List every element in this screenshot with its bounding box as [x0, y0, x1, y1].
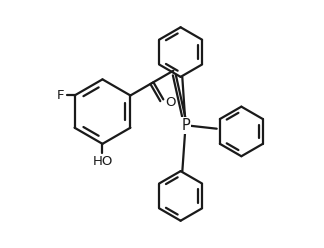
Text: P: P [181, 118, 190, 133]
Text: HO: HO [92, 155, 113, 168]
Text: F: F [57, 89, 65, 102]
Text: O: O [165, 96, 175, 109]
